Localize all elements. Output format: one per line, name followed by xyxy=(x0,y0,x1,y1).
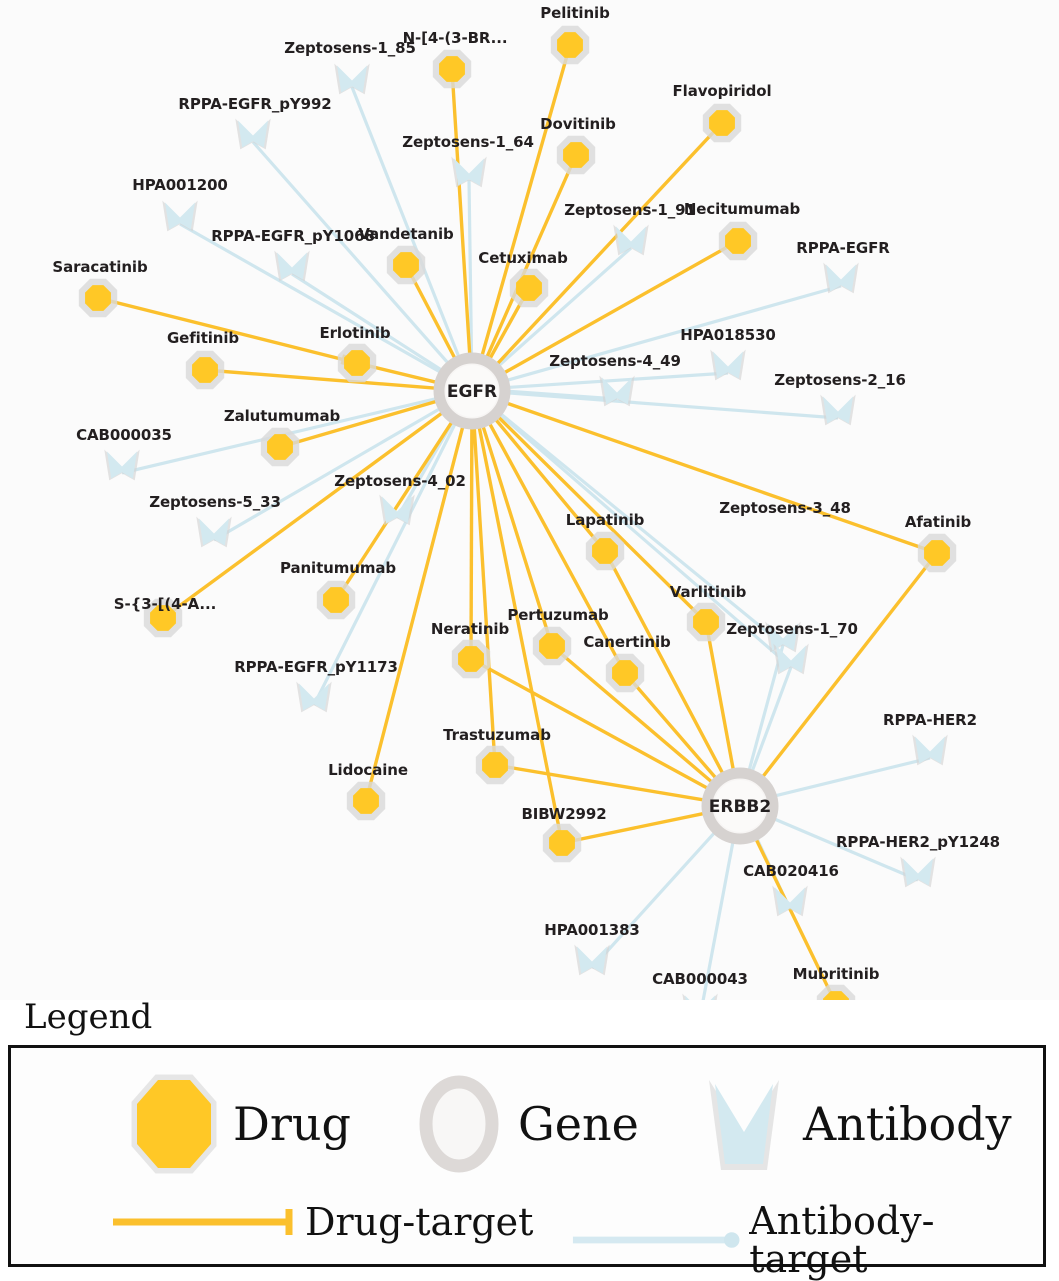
drug-node[interactable] xyxy=(479,749,510,780)
drug-edge xyxy=(491,123,722,370)
drug-edge xyxy=(625,673,722,784)
drug-edge xyxy=(98,298,345,364)
antibody-node[interactable] xyxy=(274,251,309,282)
gene-node-label: EGFR xyxy=(447,382,497,402)
legend-label-drug-target: Drug-target xyxy=(305,1203,533,1241)
drug-node[interactable] xyxy=(706,107,737,138)
legend-edge-row: Drug-target Antibody-target xyxy=(11,1196,1043,1266)
antibody-edge xyxy=(253,142,456,371)
antibody-edge xyxy=(498,286,841,387)
antibody-edge xyxy=(765,812,918,880)
antibody-edge xyxy=(766,758,930,802)
antibody-node[interactable] xyxy=(900,857,935,888)
legend-label-antibody: Antibody xyxy=(803,1101,1012,1147)
drug-node[interactable] xyxy=(513,272,544,303)
antibody-node[interactable] xyxy=(912,735,947,766)
legend-item-gene: Gene xyxy=(416,1074,639,1174)
drug-node[interactable] xyxy=(560,139,591,170)
drug-edge xyxy=(750,834,836,1000)
antibody-node[interactable] xyxy=(823,263,858,294)
drug-node[interactable] xyxy=(82,282,113,313)
drug-node[interactable] xyxy=(264,431,295,462)
legend-label-antibody-target: Antibody-target xyxy=(749,1202,1043,1278)
drug-node[interactable] xyxy=(554,29,585,60)
antibody-edge xyxy=(314,415,462,705)
drug-node[interactable] xyxy=(436,53,467,84)
drug-node[interactable] xyxy=(690,606,721,637)
legend-item-drug: Drug xyxy=(131,1074,351,1174)
antibody-vee-icon xyxy=(701,1074,787,1174)
antibody-edge xyxy=(492,407,791,667)
antibody-node[interactable] xyxy=(820,395,855,426)
antibody-node[interactable] xyxy=(613,225,648,256)
antibody-node[interactable] xyxy=(710,350,745,381)
gene-circle-icon xyxy=(416,1074,502,1174)
antibody-edge xyxy=(592,824,723,968)
drug-node[interactable] xyxy=(320,584,351,615)
drug-edge-group xyxy=(98,45,937,1000)
legend-item-drug-target: Drug-target xyxy=(111,1202,533,1242)
drug-edge xyxy=(366,422,469,801)
drug-node[interactable] xyxy=(390,249,421,280)
antibody-node[interactable] xyxy=(196,517,231,548)
antibody-node[interactable] xyxy=(162,201,197,232)
drug-node[interactable] xyxy=(589,535,620,566)
legend-label-gene: Gene xyxy=(518,1101,639,1147)
drug-node[interactable] xyxy=(455,643,486,674)
antibody-node[interactable] xyxy=(574,945,609,976)
drug-edge xyxy=(562,808,709,843)
legend-label-drug: Drug xyxy=(233,1101,351,1147)
legend-item-antibody: Antibody xyxy=(701,1074,1012,1174)
drug-node[interactable] xyxy=(341,347,372,378)
legend-item-antibody-target: Antibody-target xyxy=(571,1202,1043,1278)
drug-node[interactable] xyxy=(350,785,381,816)
drug-node[interactable] xyxy=(609,657,640,688)
network-svg: EGFR ERBB2 xyxy=(0,0,1059,1000)
drug-target-edge-icon xyxy=(111,1202,301,1242)
drug-octagon-icon xyxy=(131,1074,217,1174)
drug-node[interactable] xyxy=(546,827,577,858)
legend-box: Drug Gene Antibody xyxy=(8,1045,1046,1267)
drug-node[interactable] xyxy=(147,602,178,633)
gene-node-label: ERBB2 xyxy=(709,797,771,817)
legend-title: Legend xyxy=(24,997,152,1037)
antibody-edge xyxy=(700,833,739,1000)
drug-edge xyxy=(498,241,738,379)
antibody-edge-group xyxy=(122,87,930,1000)
drug-node[interactable] xyxy=(722,225,753,256)
antibody-node[interactable] xyxy=(379,495,414,526)
antibody-target-edge-icon xyxy=(571,1220,745,1260)
drug-node[interactable] xyxy=(536,630,567,661)
antibody-edge xyxy=(490,248,631,374)
drug-node[interactable] xyxy=(189,354,220,385)
legend-section: Legend Drug Gene Ant xyxy=(0,995,1059,1280)
antibody-edge xyxy=(499,387,838,418)
antibody-node[interactable] xyxy=(296,682,331,713)
drug-edge xyxy=(502,397,937,553)
legend-node-row: Drug Gene Antibody xyxy=(11,1066,1043,1181)
drug-node[interactable] xyxy=(921,537,952,568)
antibody-node[interactable] xyxy=(104,450,139,481)
antibody-node[interactable] xyxy=(235,119,270,150)
drug-edge xyxy=(492,411,706,622)
